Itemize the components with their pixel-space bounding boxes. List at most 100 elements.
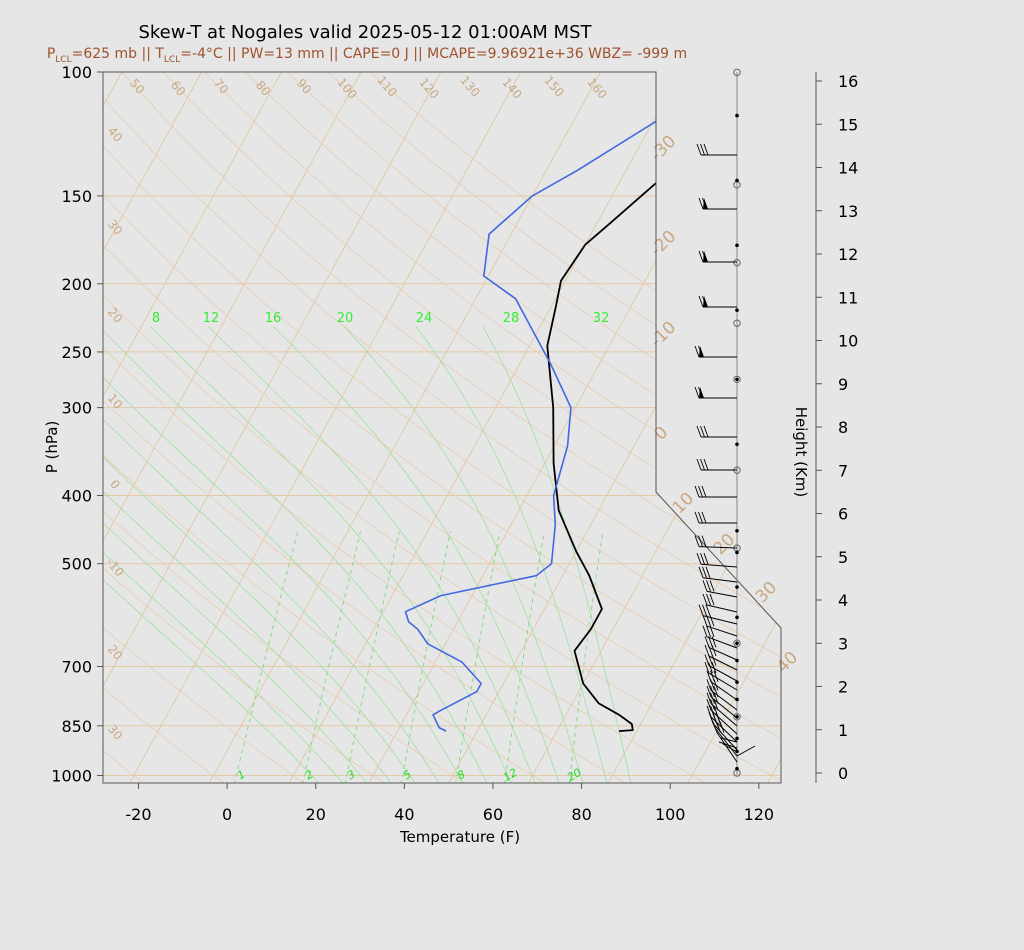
wind-barb-feather	[700, 425, 705, 438]
dewpoint-profile-line	[404, 72, 725, 732]
dry-adiabat-label: 20	[105, 642, 126, 663]
wind-barb-feather	[702, 625, 708, 637]
moist-adiabat-line	[415, 326, 608, 783]
wind-barb-feather	[698, 197, 704, 210]
wetbulb-label: 32	[593, 311, 610, 326]
wind-barb-feather	[706, 593, 711, 606]
dry-adiabat-line	[103, 72, 468, 783]
wind-barb-feather	[702, 615, 708, 627]
height-tick-label: 10	[838, 332, 858, 351]
wind-level-dot	[735, 736, 739, 741]
dry-adiabat-label: 150	[541, 73, 566, 100]
wind-level-dot	[735, 243, 739, 248]
wind-barb-feather	[696, 458, 702, 471]
wind-barb	[706, 692, 738, 727]
moist-adiabat-line	[343, 326, 584, 783]
wind-barb-feather	[704, 654, 710, 666]
isotherm-line	[528, 72, 781, 783]
pressure-tick-label: 1000	[51, 766, 92, 785]
wind-barb-feather	[704, 662, 710, 674]
height-tick-label: 8	[838, 418, 848, 437]
wetbulb-label: 8	[152, 311, 160, 326]
wind-barb	[698, 197, 737, 210]
temperature-profile-line	[546, 72, 781, 732]
dry-adiabat-line	[103, 72, 629, 783]
wind-barb-feather	[708, 644, 713, 657]
wind-barb-feather	[705, 566, 711, 578]
wind-level-dot	[735, 113, 739, 118]
wind-barb-feather	[700, 553, 705, 565]
moist-adiabat-line	[482, 326, 632, 783]
height-tick-label: 15	[838, 115, 858, 134]
moist-adiabat-line	[103, 326, 393, 783]
wind-barb	[694, 485, 737, 498]
wind-barb-feather	[713, 679, 719, 691]
wind-barb-feather	[706, 692, 712, 704]
pressure-tick-label: 250	[61, 343, 92, 362]
wind-barb-staff	[706, 590, 738, 598]
wind-barb-flag	[703, 198, 708, 209]
wind-level-dot	[735, 766, 739, 771]
dry-adiabat-line	[162, 72, 781, 783]
wind-barb-feather	[706, 685, 712, 698]
wind-barb-feather	[701, 535, 707, 547]
wind-barb-staff	[708, 672, 738, 691]
wind-barb-feather	[700, 143, 705, 156]
height-tick-label: 4	[838, 591, 848, 610]
thermo-grid	[103, 72, 781, 783]
wind-barb-feather	[719, 721, 725, 733]
wind-barb-staff	[710, 690, 738, 711]
wind-barb	[706, 685, 738, 719]
dry-adiabat-label: 50	[127, 76, 148, 97]
wind-barb-feather	[716, 721, 721, 733]
dry-adiabat-label: 60	[168, 78, 189, 99]
dry-adiabat-label: 160	[584, 75, 609, 102]
wind-barb-staff	[718, 741, 738, 749]
dry-adiabat-label: 0	[107, 477, 123, 492]
dry-adiabat-line	[103, 72, 709, 783]
height-tick-label: 11	[838, 288, 858, 307]
wind-barb-feather	[711, 644, 717, 657]
wind-barb-staff	[710, 681, 738, 701]
wind-barb-feather	[704, 644, 710, 657]
dry-adiabat-line	[103, 72, 548, 783]
wind-barb-feather	[708, 662, 713, 674]
mixing-ratio-line	[504, 531, 545, 783]
wind-barb-staff	[710, 703, 738, 727]
dry-adiabat-line	[103, 72, 781, 783]
moist-adiabat-line	[103, 326, 321, 783]
isotherm-label: 40	[773, 648, 802, 677]
wind-barb-feather	[709, 615, 715, 627]
isotherm-label: -30	[647, 132, 681, 166]
wind-barb-flag	[703, 296, 708, 307]
wind-barb-staff	[698, 546, 738, 549]
wind-barb-feather	[710, 685, 715, 698]
pressure-tick-label: 300	[61, 399, 92, 418]
x-axis: -20 0 20 40 60 80 100 120	[103, 782, 781, 824]
wind-barb-feather	[698, 295, 704, 308]
pressure-tick-label: 500	[61, 555, 92, 574]
isotherm-line	[209, 72, 601, 783]
moist-adiabat-line	[208, 326, 536, 783]
wind-barb-feather	[703, 458, 709, 471]
isotherm-label: 30	[752, 578, 781, 607]
wind-barb-feather	[706, 625, 711, 637]
moist-adiabat-line	[103, 326, 369, 783]
wind-level-dot	[735, 550, 739, 555]
dry-adiabat-label: 100	[334, 75, 359, 102]
wind-barb-feather	[703, 425, 709, 438]
wind-barb-feather	[698, 535, 703, 547]
wind-barb-staff	[710, 716, 738, 743]
height-tick-label: 7	[838, 461, 848, 480]
wind-level-dot	[735, 442, 739, 447]
wind-calm-circle	[733, 319, 741, 327]
wind-barb-feather	[709, 580, 715, 592]
wind-barb	[694, 345, 737, 358]
dry-adiabat-line	[103, 72, 146, 783]
x-tick-label: 120	[744, 805, 775, 824]
wind-barb	[706, 679, 738, 711]
wind-barb-feather	[701, 511, 707, 524]
dry-adiabat-line	[369, 72, 781, 783]
wind-barb-feather	[694, 535, 700, 547]
